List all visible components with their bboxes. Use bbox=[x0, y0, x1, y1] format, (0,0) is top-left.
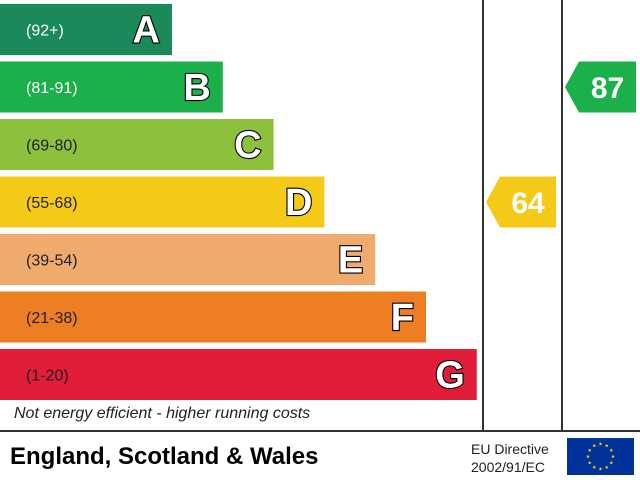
band-c: (69-80) C bbox=[0, 119, 274, 170]
band-e: (39-54) E bbox=[0, 234, 376, 285]
band-f: (21-38) F bbox=[0, 291, 426, 343]
directive-line-1: EU Directive bbox=[471, 441, 549, 457]
band-bar-c bbox=[0, 119, 274, 170]
band-letter-g: G bbox=[435, 355, 465, 397]
current-rating-shape bbox=[486, 176, 556, 228]
chart-footnote: Not energy efficient - higher running co… bbox=[14, 405, 311, 422]
band-g: (1-20) G bbox=[0, 349, 477, 400]
band-range-f: (21-38) bbox=[26, 310, 78, 327]
flag-star bbox=[592, 443, 597, 448]
band-range-e: (39-54) bbox=[26, 253, 78, 270]
band-bar-a bbox=[0, 4, 172, 55]
flag-star bbox=[587, 460, 592, 465]
current-rating-arrow: 64 bbox=[486, 176, 556, 228]
band-bar-f bbox=[0, 291, 426, 343]
current-rating-value: 64 bbox=[511, 187, 545, 220]
flag-star bbox=[586, 454, 590, 459]
band-d: (55-68) D bbox=[0, 176, 325, 228]
band-bar-b bbox=[0, 61, 223, 113]
band-bar-d bbox=[0, 176, 325, 228]
potential-rating-shape bbox=[565, 61, 636, 113]
band-a: (92+) A bbox=[0, 4, 172, 55]
eu-flag-icon bbox=[567, 438, 634, 475]
rating-bands: (92+) A (81-91) B (69-80) C (55-68) D (39-54) E (2… bbox=[0, 4, 477, 400]
flag-star bbox=[604, 465, 609, 469]
band-letter-e: E bbox=[338, 240, 363, 282]
chart-frame bbox=[0, 0, 640, 432]
region-title: England, Scotland & Wales bbox=[10, 443, 319, 470]
band-bar-e bbox=[0, 234, 376, 285]
flag-star bbox=[604, 443, 609, 448]
band-letter-b: B bbox=[183, 67, 210, 109]
band-bar-g bbox=[0, 349, 477, 400]
potential-rating-value: 87 bbox=[591, 72, 624, 105]
band-range-d: (55-68) bbox=[26, 195, 78, 212]
rating-arrows: 64 87 bbox=[486, 61, 636, 228]
flag-stars bbox=[586, 442, 615, 471]
flag-star bbox=[598, 467, 603, 471]
directive-line-2: 2002/91/EC bbox=[471, 459, 545, 475]
flag-star bbox=[609, 460, 614, 465]
band-b: (81-91) B bbox=[0, 61, 223, 113]
eu-directive-label: EU Directive 2002/91/EC bbox=[471, 440, 561, 476]
flag-star bbox=[587, 448, 592, 452]
band-letter-a: A bbox=[133, 10, 160, 52]
flag-star bbox=[611, 454, 615, 459]
band-letter-c: C bbox=[234, 125, 261, 167]
potential-rating-arrow: 87 bbox=[565, 61, 636, 113]
band-letter-f: F bbox=[391, 297, 414, 339]
band-range-a: (92+) bbox=[26, 23, 64, 40]
band-letter-d: D bbox=[285, 182, 312, 224]
flag-star bbox=[598, 442, 603, 446]
band-range-c: (69-80) bbox=[26, 138, 78, 155]
flag-star bbox=[609, 448, 614, 452]
flag-star bbox=[592, 465, 597, 469]
band-range-b: (81-91) bbox=[26, 80, 78, 97]
band-range-g: (1-20) bbox=[26, 368, 69, 385]
